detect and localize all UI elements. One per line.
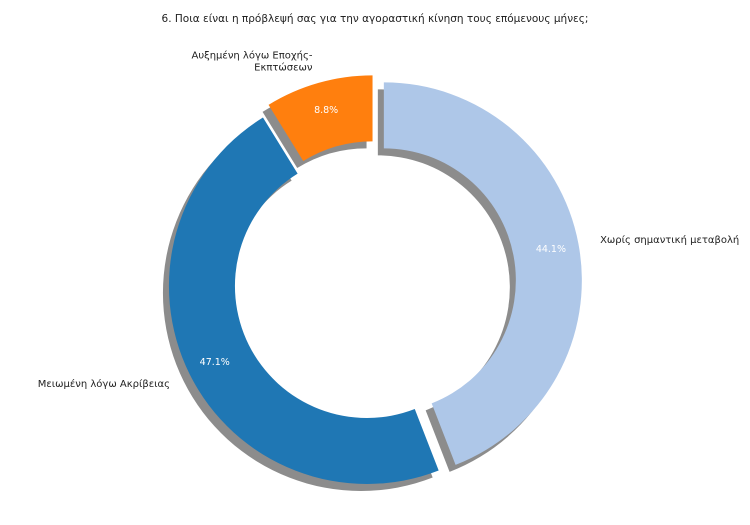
percent-label-decreased: 47.1% — [200, 357, 230, 368]
chart-title: 6. Ποια είναι η πρόβλεψή σας για την αγο… — [162, 13, 589, 25]
category-label-line: Εκπτώσεων — [254, 62, 313, 74]
slices — [168, 75, 582, 485]
category-label-line: Χωρίς σημαντική μεταβολή — [600, 234, 739, 246]
percent-label-no-change: 44.1% — [536, 244, 566, 255]
category-labels: Χωρίς σημαντική μεταβολή Μειωμένη λόγω Ακ… — [38, 50, 740, 390]
category-label-line: Αυξημένη λόγω Εποχής- — [192, 50, 313, 62]
slice-no-change — [383, 82, 582, 465]
percent-labels: 44.1% 47.1% 8.8% — [200, 105, 566, 368]
slice-increased — [268, 75, 373, 162]
slice-decreased — [168, 117, 439, 485]
category-label-decreased: Μειωμένη λόγω Ακρίβειας — [38, 378, 170, 390]
category-label-no-change: Χωρίς σημαντική μεταβολή — [600, 234, 739, 246]
category-label-line: Μειωμένη λόγω Ακρίβειας — [38, 378, 170, 390]
category-label-increased: Αυξημένη λόγω Εποχής-Εκπτώσεων — [192, 50, 313, 74]
percent-label-increased: 8.8% — [314, 105, 338, 116]
